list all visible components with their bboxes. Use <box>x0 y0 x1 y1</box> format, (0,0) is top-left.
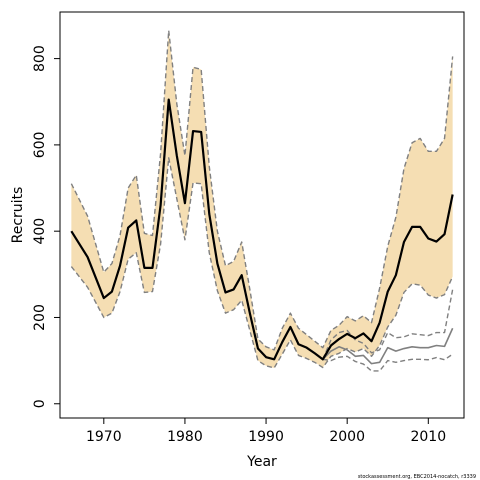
x-tick-label: 2000 <box>329 429 365 445</box>
series-2-upper-line <box>322 289 454 360</box>
series-2-line <box>322 327 454 365</box>
series-1-lower-line <box>70 157 454 369</box>
y-tick-label: 400 <box>32 218 48 245</box>
credit-text: stockassessment.org, EBC2014-nocatch, r3… <box>358 474 476 480</box>
x-tick-label: 1970 <box>86 429 122 445</box>
plot-frame <box>59 11 465 419</box>
x-tick-label: 2010 <box>410 429 446 445</box>
y-tick-label: 600 <box>32 132 48 159</box>
series-1-line <box>70 98 454 361</box>
x-tick-label: 1980 <box>167 429 203 445</box>
x-axis-title: Year <box>246 454 277 470</box>
x-axis: 1970 1980 1990 2000 2010 <box>86 418 446 445</box>
y-tick-label: 0 <box>32 399 48 408</box>
y-tick-label: 800 <box>32 45 48 72</box>
y-tick-label: 200 <box>32 304 48 331</box>
series-2-lower-line <box>322 353 454 372</box>
y-axis: 0 200 400 600 800 <box>32 45 60 408</box>
y-axis-title: Recruits <box>10 187 26 244</box>
x-tick-label: 1990 <box>248 429 284 445</box>
plot-area <box>70 29 454 372</box>
